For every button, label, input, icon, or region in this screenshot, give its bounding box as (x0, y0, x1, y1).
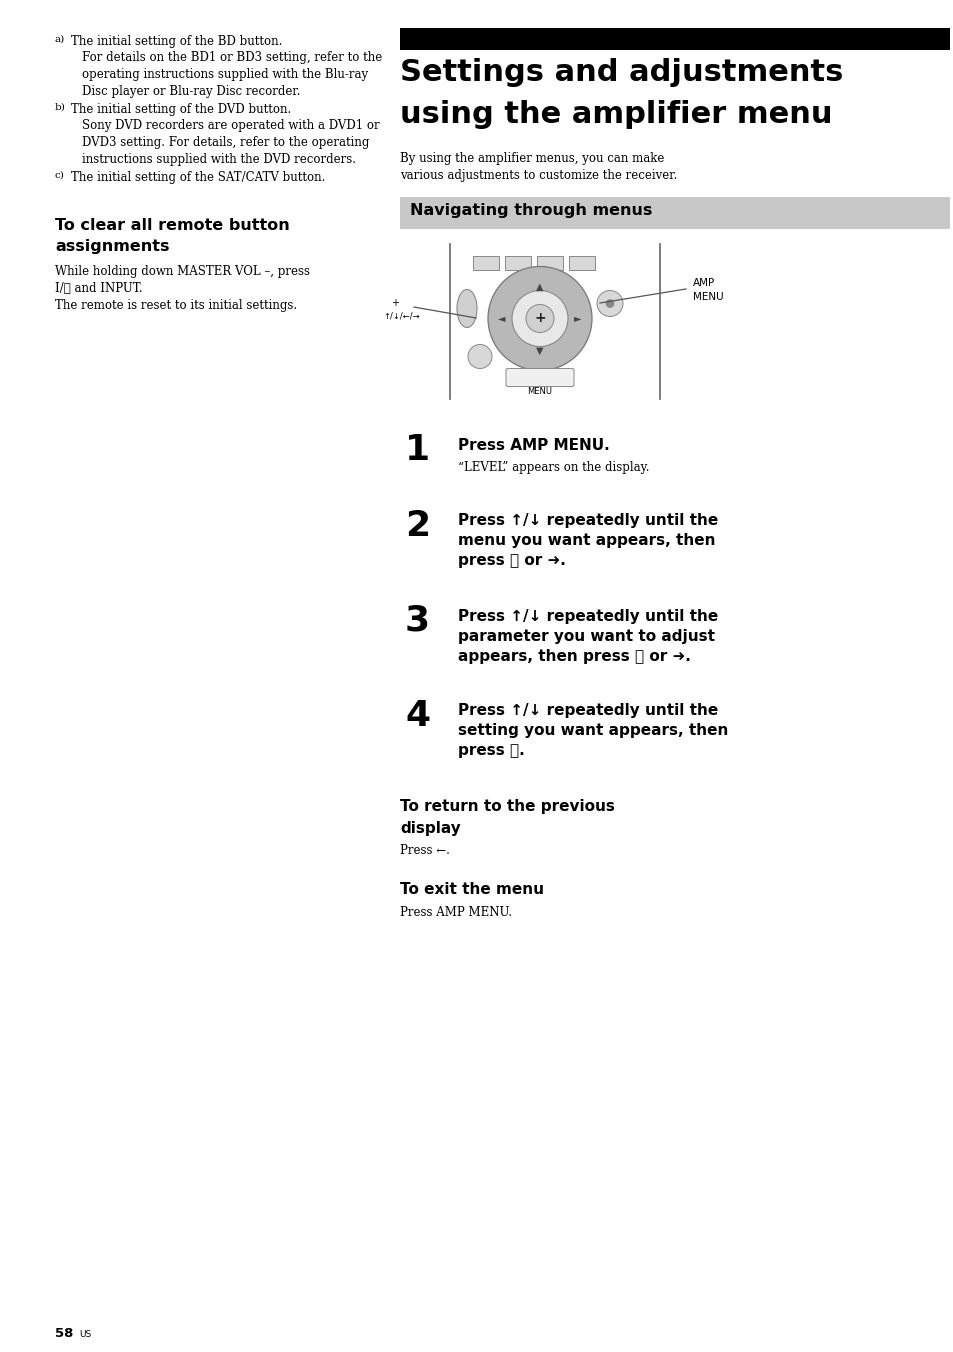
FancyBboxPatch shape (505, 369, 574, 387)
Text: MENU: MENU (692, 292, 723, 301)
Text: using the amplifier menu: using the amplifier menu (399, 100, 832, 128)
Text: Disc player or Blu-ray Disc recorder.: Disc player or Blu-ray Disc recorder. (82, 84, 300, 97)
Text: ↑/↓/←/→: ↑/↓/←/→ (382, 311, 419, 320)
Text: display: display (399, 821, 460, 836)
Text: instructions supplied with the DVD recorders.: instructions supplied with the DVD recor… (82, 153, 355, 165)
Text: +: + (391, 299, 398, 308)
Text: operating instructions supplied with the Blu-ray: operating instructions supplied with the… (82, 68, 368, 81)
Text: +: + (534, 311, 545, 326)
Text: For details on the BD1 or BD3 setting, refer to the: For details on the BD1 or BD3 setting, r… (82, 51, 382, 65)
Circle shape (605, 300, 614, 307)
Text: menu you want appears, then: menu you want appears, then (457, 534, 715, 549)
Circle shape (525, 304, 554, 333)
Text: ▼: ▼ (536, 346, 543, 356)
Text: a): a) (55, 35, 65, 45)
Text: The remote is reset to its initial settings.: The remote is reset to its initial setti… (55, 299, 296, 311)
Text: US: US (79, 1330, 91, 1338)
Text: To exit the menu: To exit the menu (399, 883, 543, 898)
Text: ►: ► (574, 314, 581, 323)
Text: Press AMP MENU.: Press AMP MENU. (457, 438, 609, 453)
Bar (504, 256, 531, 269)
Text: Settings and adjustments: Settings and adjustments (399, 58, 842, 87)
Text: Navigating through menus: Navigating through menus (410, 203, 652, 218)
Text: Press ↑/↓ repeatedly until the: Press ↑/↓ repeatedly until the (457, 514, 718, 529)
Text: 3: 3 (405, 603, 430, 638)
Circle shape (488, 266, 592, 370)
Text: DVD3 setting. For details, refer to the operating: DVD3 setting. For details, refer to the … (82, 137, 369, 149)
Text: ◄: ◄ (497, 314, 505, 323)
Text: various adjustments to customize the receiver.: various adjustments to customize the rec… (399, 169, 677, 181)
Text: AMP: AMP (692, 279, 715, 288)
Text: “LEVEL” appears on the display.: “LEVEL” appears on the display. (457, 461, 649, 475)
Text: By using the amplifier menus, you can make: By using the amplifier menus, you can ma… (399, 151, 663, 165)
Text: press ⓪ or ➜.: press ⓪ or ➜. (457, 553, 565, 568)
Text: setting you want appears, then: setting you want appears, then (457, 723, 727, 738)
Text: The initial setting of the SAT/CATV button.: The initial setting of the SAT/CATV butt… (71, 170, 325, 184)
Text: appears, then press ⓪ or ➜.: appears, then press ⓪ or ➜. (457, 649, 690, 664)
Text: 1: 1 (405, 434, 430, 468)
Bar (399, 196, 949, 228)
Text: Press AMP MENU.: Press AMP MENU. (399, 906, 512, 919)
Text: b): b) (55, 103, 66, 112)
Text: parameter you want to adjust: parameter you want to adjust (457, 629, 714, 644)
Text: While holding down MASTER VOL –, press: While holding down MASTER VOL –, press (55, 265, 310, 279)
Text: 2: 2 (405, 508, 430, 542)
Bar (537, 256, 562, 269)
Text: press ⓪.: press ⓪. (457, 744, 524, 758)
Text: To return to the previous: To return to the previous (399, 799, 615, 814)
Text: assignments: assignments (55, 239, 170, 254)
Text: Sony DVD recorders are operated with a DVD1 or: Sony DVD recorders are operated with a D… (82, 119, 379, 132)
Bar (568, 256, 595, 269)
Circle shape (597, 291, 622, 316)
Circle shape (512, 291, 567, 346)
Text: 4: 4 (405, 699, 430, 733)
Text: To clear all remote button: To clear all remote button (55, 218, 290, 233)
Ellipse shape (456, 289, 476, 327)
Text: Press ←.: Press ←. (399, 845, 450, 857)
Text: The initial setting of the DVD button.: The initial setting of the DVD button. (71, 103, 291, 116)
Text: I/⏻ and INPUT.: I/⏻ and INPUT. (55, 283, 143, 295)
Text: Press ↑/↓ repeatedly until the: Press ↑/↓ repeatedly until the (457, 703, 718, 718)
Text: c): c) (55, 170, 65, 180)
Circle shape (468, 345, 492, 369)
Bar (473, 256, 498, 269)
Text: The initial setting of the BD button.: The initial setting of the BD button. (71, 35, 282, 49)
Bar (399, 28, 949, 50)
Text: Press ↑/↓ repeatedly until the: Press ↑/↓ repeatedly until the (457, 608, 718, 623)
Text: MENU: MENU (527, 387, 552, 396)
Text: ▲: ▲ (536, 281, 543, 292)
Text: 58: 58 (55, 1328, 73, 1340)
